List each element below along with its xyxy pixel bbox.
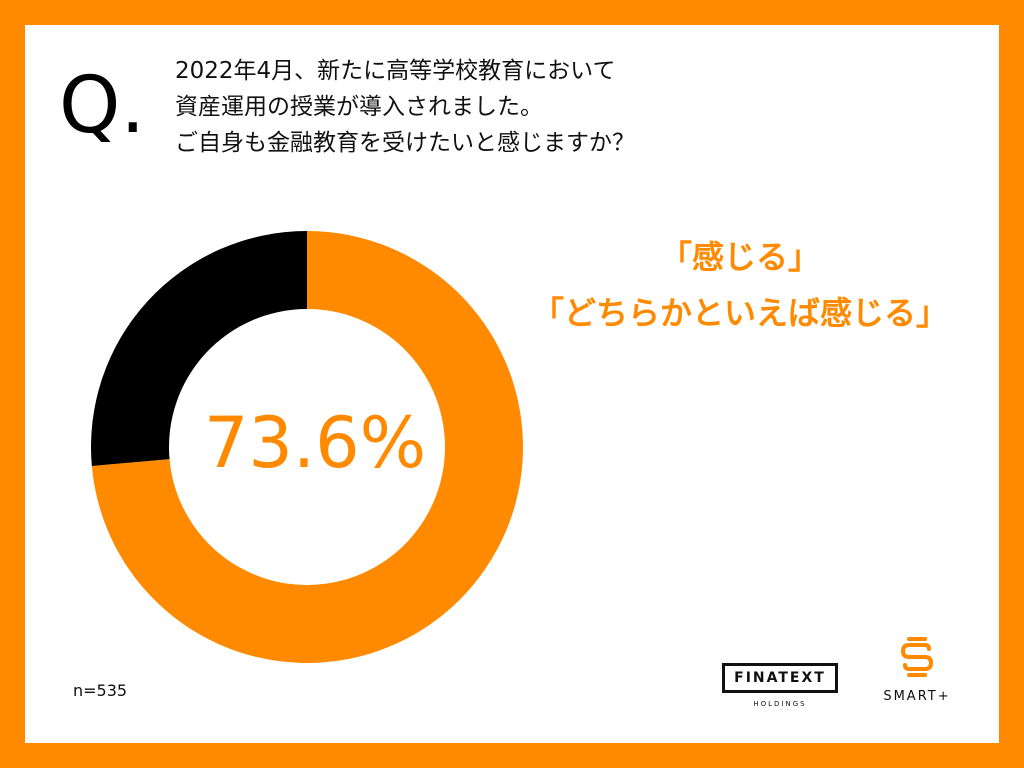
question-mark-label: Q. [59, 61, 146, 151]
slide-card: Q. 2022年4月、新たに高等学校教育において 資産運用の授業が導入されました… [25, 25, 999, 743]
headline-line-2: 「どちらかといえば感じる」 [531, 294, 948, 332]
smart-plus-logo: SMART+ [877, 635, 957, 704]
finatext-logo-sub: HOLDINGS [753, 700, 807, 708]
sample-size-label: n=535 [73, 681, 128, 700]
donut-slice-2 [91, 231, 307, 466]
donut-slice-1 [91, 231, 523, 663]
question-line-2: 資産運用の授業が導入されました。 [175, 94, 543, 120]
question-line-1: 2022年4月、新たに高等学校教育において [175, 58, 616, 84]
donut-chart [91, 231, 523, 663]
smart-plus-logo-name: SMART+ [883, 689, 951, 704]
finatext-logo: FINATEXT HOLDINGS [722, 663, 838, 708]
donut-center-value: 73.6% [203, 402, 427, 484]
question-line-3: ご自身も金融教育を受けたいと感じますか？ [175, 130, 635, 156]
headline-line-1: 「感じる」 [659, 238, 820, 276]
answer-headline: 「感じる」 「どちらかといえば感じる」 [495, 229, 985, 341]
smart-plus-logo-icon [900, 637, 934, 677]
question-text: 2022年4月、新たに高等学校教育において 資産運用の授業が導入されました。 ご… [175, 53, 815, 161]
finatext-logo-name: FINATEXT [722, 663, 838, 693]
